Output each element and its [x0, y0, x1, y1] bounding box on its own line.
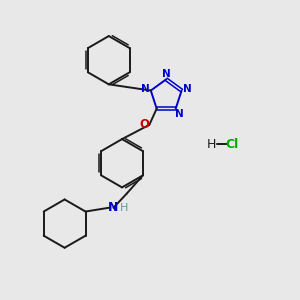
Text: O: O: [139, 118, 149, 131]
Text: N: N: [108, 201, 119, 214]
Text: N: N: [175, 109, 184, 118]
Text: Cl: Cl: [226, 138, 239, 151]
Text: H: H: [207, 138, 217, 151]
Text: H: H: [120, 203, 128, 213]
Text: N: N: [162, 69, 171, 79]
Text: N: N: [183, 84, 192, 94]
Text: N: N: [141, 84, 150, 94]
